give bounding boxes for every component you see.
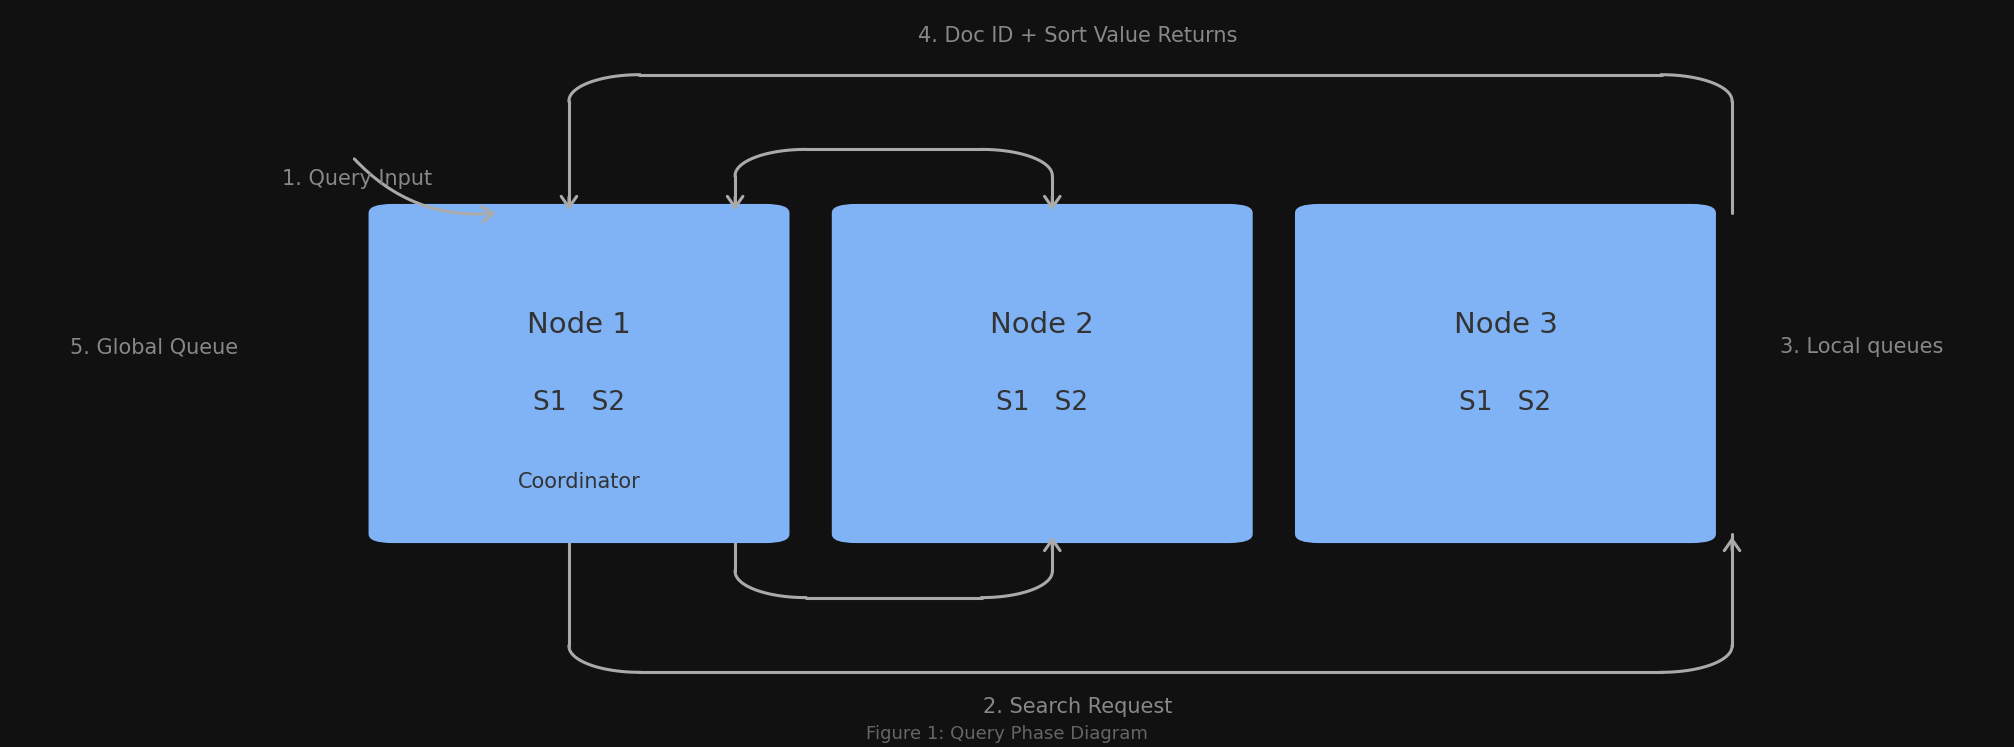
Text: Figure 1: Query Phase Diagram: Figure 1: Query Phase Diagram (866, 725, 1148, 743)
Text: Node 2: Node 2 (991, 311, 1094, 339)
FancyBboxPatch shape (369, 204, 789, 543)
Text: 1. Query Input: 1. Query Input (282, 170, 433, 189)
Text: 2. Search Request: 2. Search Request (983, 697, 1172, 717)
Text: 3. Local queues: 3. Local queues (1780, 338, 1944, 357)
Text: 4. Doc ID + Sort Value Returns: 4. Doc ID + Sort Value Returns (918, 26, 1237, 46)
FancyBboxPatch shape (832, 204, 1253, 543)
FancyBboxPatch shape (1295, 204, 1716, 543)
Text: 5. Global Queue: 5. Global Queue (70, 338, 238, 357)
Text: S1   S2: S1 S2 (534, 391, 624, 416)
Text: Node 3: Node 3 (1454, 311, 1557, 339)
Text: S1   S2: S1 S2 (1460, 391, 1551, 416)
Text: Coordinator: Coordinator (518, 472, 640, 492)
Text: S1   S2: S1 S2 (997, 391, 1088, 416)
Text: Node 1: Node 1 (528, 311, 630, 339)
